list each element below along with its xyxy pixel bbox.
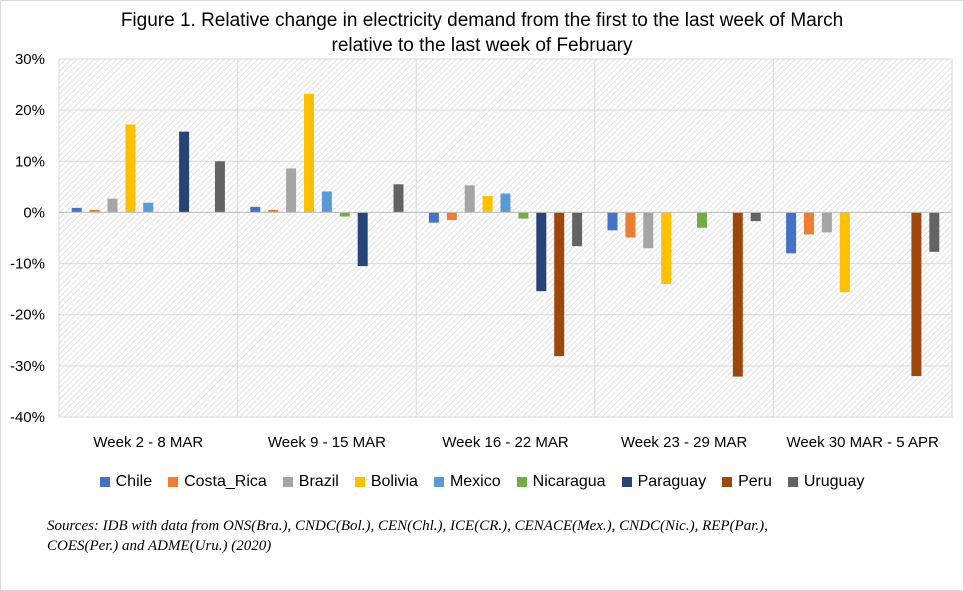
bar-paraguay-week-16-22-mar <box>536 212 547 292</box>
bar-nicaragua-week-23-29-mar <box>697 212 707 228</box>
bar-uruguay-week-9-15-mar <box>393 184 404 213</box>
bar-peru-week-23-29-mar <box>732 212 743 377</box>
legend-item-brazil: Brazil <box>282 473 339 491</box>
bar-nicaragua-week-9-15-mar <box>339 212 350 217</box>
plot-area: 30% 20% 10% 0% -10% -20% -30% -40% Week 2 - 8 M… <box>10 51 953 451</box>
legend-swatch <box>516 477 527 487</box>
legend-item-mexico: Mexico <box>433 473 501 491</box>
sources-line-1: Sources: IDB with data from ONS(Bra.), C… <box>47 518 768 534</box>
legend-swatch <box>282 477 293 487</box>
bar-bolivia-week-16-22-mar <box>482 196 493 213</box>
y-tick-label: 0% <box>23 204 45 221</box>
legend-swatch <box>99 477 110 487</box>
y-tick-label: 20% <box>15 102 45 119</box>
bar-uruguay-week-16-22-mar <box>572 212 583 247</box>
chart-title-line-1: Figure 1. Relative change in electricity… <box>120 10 844 31</box>
legend-item-costa-rica: Costa_Rica <box>168 473 267 491</box>
legend-item-bolivia: Bolivia <box>354 473 418 491</box>
legend-label: Bolivia <box>370 473 418 490</box>
bar-brazil-week-30-mar-5-apr <box>821 212 832 233</box>
y-tick-label: -40% <box>10 409 45 426</box>
bar-chile-week-2-8-mar <box>71 207 82 213</box>
y-tick-label: -20% <box>10 307 45 324</box>
bar-bolivia-week-2-8-mar <box>125 124 136 213</box>
legend-swatch <box>168 477 179 487</box>
bar-brazil-week-9-15-mar <box>286 168 297 213</box>
bar-peru-week-30-mar-5-apr <box>911 212 922 377</box>
bar-peru-week-16-22-mar <box>554 212 565 357</box>
legend-label: Peru <box>738 473 772 490</box>
sources-line-2: COES(Per.) and ADME(Uru.) (2020) <box>47 538 272 554</box>
bar-chile-week-30-mar-5-apr <box>786 212 797 254</box>
bar-mexico-week-2-8-mar <box>143 202 154 213</box>
x-axis-category-labels: Week 2 - 8 MAR Week 9 - 15 MAR Week 16 - 2… <box>93 434 939 451</box>
bar-mexico-week-9-15-mar <box>321 191 332 213</box>
bar-paraguay-week-9-15-mar <box>357 212 368 267</box>
legend-swatch <box>621 477 632 487</box>
legend-item-chile: Chile <box>99 473 153 491</box>
bar-uruguay-week-30-mar-5-apr <box>929 212 940 252</box>
bar-brazil-week-16-22-mar <box>464 185 475 213</box>
x-category-label: Week 23 - 29 MAR <box>621 434 748 451</box>
legend-label: Chile <box>115 473 153 490</box>
chart-title-line-2: relative to the last week of February <box>331 35 633 56</box>
y-tick-label: -30% <box>10 358 45 375</box>
bar-bolivia-week-23-29-mar <box>661 212 672 285</box>
x-category-label: Week 2 - 8 MAR <box>93 434 203 451</box>
y-tick-label: 30% <box>15 51 45 68</box>
legend-item-paraguay: Paraguay <box>621 473 707 491</box>
legend-label: Nicaragua <box>532 473 606 490</box>
bar-nicaragua-week-16-22-mar <box>518 212 529 219</box>
bar-paraguay-week-2-8-mar <box>179 131 190 213</box>
x-category-label: Week 30 MAR - 5 APR <box>787 434 939 451</box>
legend: Chile Costa_Rica Brazil Bolivia Mexico Nicara… <box>0 472 964 492</box>
legend-label: Mexico <box>449 473 501 490</box>
bar-chile-week-23-29-mar <box>607 212 618 231</box>
bar-brazil-week-2-8-mar <box>107 198 118 213</box>
y-tick-label: 10% <box>15 153 45 170</box>
legend-swatch <box>722 477 733 487</box>
y-axis-tick-labels: 30% 20% 10% 0% -10% -20% -30% -40% <box>10 51 45 426</box>
bar-chile-week-9-15-mar <box>250 206 261 213</box>
bar-uruguay-week-23-29-mar <box>750 212 761 222</box>
legend-item-nicaragua: Nicaragua <box>516 473 606 491</box>
bar-costa-rica-week-30-mar-5-apr <box>804 212 814 235</box>
legend-label: Uruguay <box>803 473 865 490</box>
sources-note: Sources: IDB with data from ONS(Bra.), C… <box>47 516 927 556</box>
bar-chile-week-16-22-mar <box>428 212 439 223</box>
bar-brazil-week-23-29-mar <box>643 212 654 249</box>
x-category-label: Week 16 - 22 MAR <box>442 434 569 451</box>
legend-swatch <box>354 477 365 487</box>
legend-item-peru: Peru <box>722 473 772 491</box>
bar-bolivia-week-9-15-mar <box>304 93 314 213</box>
legend-item-uruguay: Uruguay <box>787 473 865 491</box>
plot-background <box>58 58 953 418</box>
legend-swatch <box>433 477 444 487</box>
chart-title: Figure 1. Relative change in electricity… <box>0 8 964 58</box>
bar-costa-rica-week-23-29-mar <box>625 212 636 238</box>
legend-label: Costa_Rica <box>184 473 267 490</box>
bar-costa-rica-week-2-8-mar <box>89 209 100 213</box>
bar-costa-rica-week-9-15-mar <box>268 209 279 213</box>
legend-label: Paraguay <box>637 473 707 490</box>
bar-mexico-week-16-22-mar <box>500 193 511 213</box>
bars <box>71 93 940 377</box>
legend-label: Brazil <box>298 473 339 490</box>
y-tick-label: -10% <box>10 256 45 273</box>
legend-swatch <box>787 477 798 487</box>
x-category-label: Week 9 - 15 MAR <box>268 434 386 451</box>
bar-costa-rica-week-16-22-mar <box>446 212 457 221</box>
bar-bolivia-week-30-mar-5-apr <box>839 212 850 293</box>
bar-uruguay-week-2-8-mar <box>214 161 225 213</box>
